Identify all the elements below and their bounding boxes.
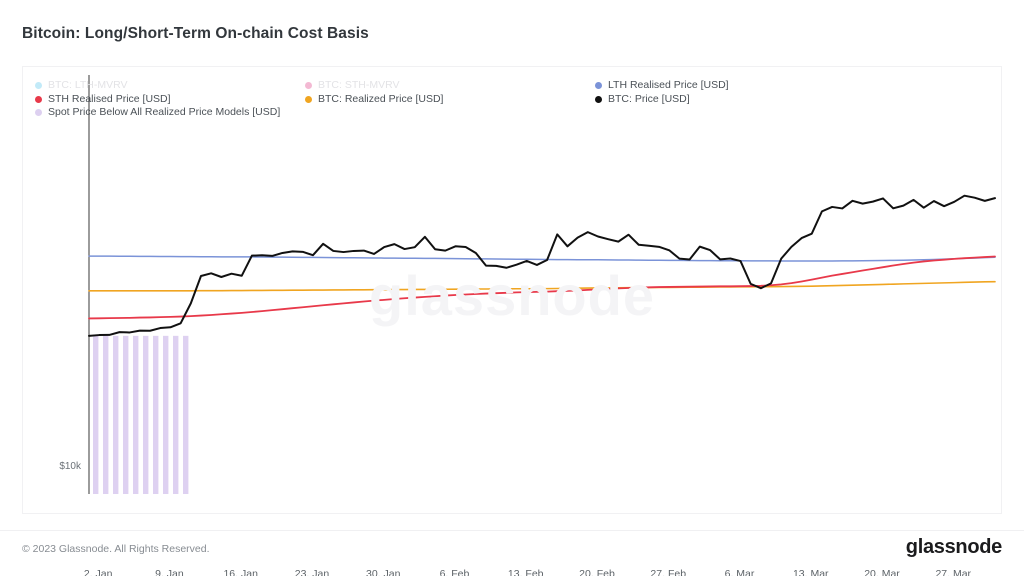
legend-item[interactable]: BTC: Price [USD]	[595, 93, 690, 106]
series-line	[88, 255, 996, 262]
legend-item[interactable]: BTC: LTH-MVRV	[35, 79, 128, 92]
series-line	[88, 194, 996, 337]
legend-item[interactable]: BTC: STH-MVRV	[305, 79, 399, 92]
y-axis-tick-label: $10k	[59, 460, 81, 472]
x-axis-tick-label: 13. Mar	[792, 568, 829, 576]
plot-svg	[88, 75, 996, 494]
copyright-text: © 2023 Glassnode. All Rights Reserved.	[22, 543, 210, 555]
x-axis-tick-label: 27. Mar	[935, 568, 972, 576]
plot-area	[23, 67, 1003, 515]
legend-color-dot	[35, 109, 42, 116]
spot-below-models-band	[89, 335, 191, 494]
x-axis-tick-label: 27. Feb	[650, 568, 687, 576]
legend-color-dot	[595, 82, 602, 89]
legend-item-label: BTC: LTH-MVRV	[48, 79, 128, 91]
series-line	[88, 280, 996, 292]
legend-color-dot	[305, 82, 312, 89]
footer-divider	[0, 530, 1024, 531]
legend-color-dot	[595, 95, 602, 103]
x-axis-tick-label: 6. Feb	[439, 568, 470, 576]
glassnode-logo: glassnode	[905, 536, 1003, 558]
shaded-region	[89, 335, 191, 494]
x-axis-tick-label: 9. Jan	[155, 568, 184, 576]
legend-item[interactable]: BTC: Realized Price [USD]	[305, 93, 443, 106]
legend-item[interactable]: LTH Realised Price [USD]	[595, 79, 729, 92]
x-axis-tick-label: 30. Jan	[365, 568, 401, 576]
legend-item[interactable]: STH Realised Price [USD]	[35, 93, 171, 106]
legend-item-label: BTC: STH-MVRV	[318, 79, 400, 91]
chart-legend[interactable]: BTC: LTH-MVRV STH Realised Price [USD] Spo…	[33, 77, 993, 125]
legend-item-label: STH Realised Price [USD]	[48, 92, 171, 105]
legend-item-label: BTC: Price [USD]	[608, 92, 690, 105]
x-axis-tick-label: 20. Feb	[579, 568, 615, 576]
series-lines	[88, 194, 996, 337]
legend-item-label: LTH Realised Price [USD]	[608, 79, 729, 91]
legend-color-dot	[35, 82, 42, 89]
x-axis-tick-label: 16. Jan	[223, 568, 258, 576]
legend-item[interactable]: Spot Price Below All Realized Price Mode…	[35, 106, 280, 119]
x-axis-tick-label: 20. Mar	[864, 568, 900, 576]
series-line	[88, 255, 996, 320]
x-axis-tick-label: 2. Jan	[83, 568, 113, 576]
legend-color-dot	[305, 95, 312, 103]
legend-item-label: Spot Price Below All Realized Price Mode…	[48, 106, 281, 118]
legend-item-label: BTC: Realized Price [USD]	[318, 92, 444, 105]
x-axis-tick-label: 13. Feb	[507, 568, 544, 576]
x-axis-tick-label: 23. Jan	[294, 568, 330, 576]
x-axis-tick-label: 6. Mar	[724, 568, 755, 576]
page-title: Bitcoin: Long/Short-Term On-chain Cost B…	[22, 25, 369, 42]
legend-color-dot	[35, 95, 42, 103]
chart-panel: glassnode BTC: LTH-MVRV STH Realised Pric…	[22, 66, 1002, 514]
